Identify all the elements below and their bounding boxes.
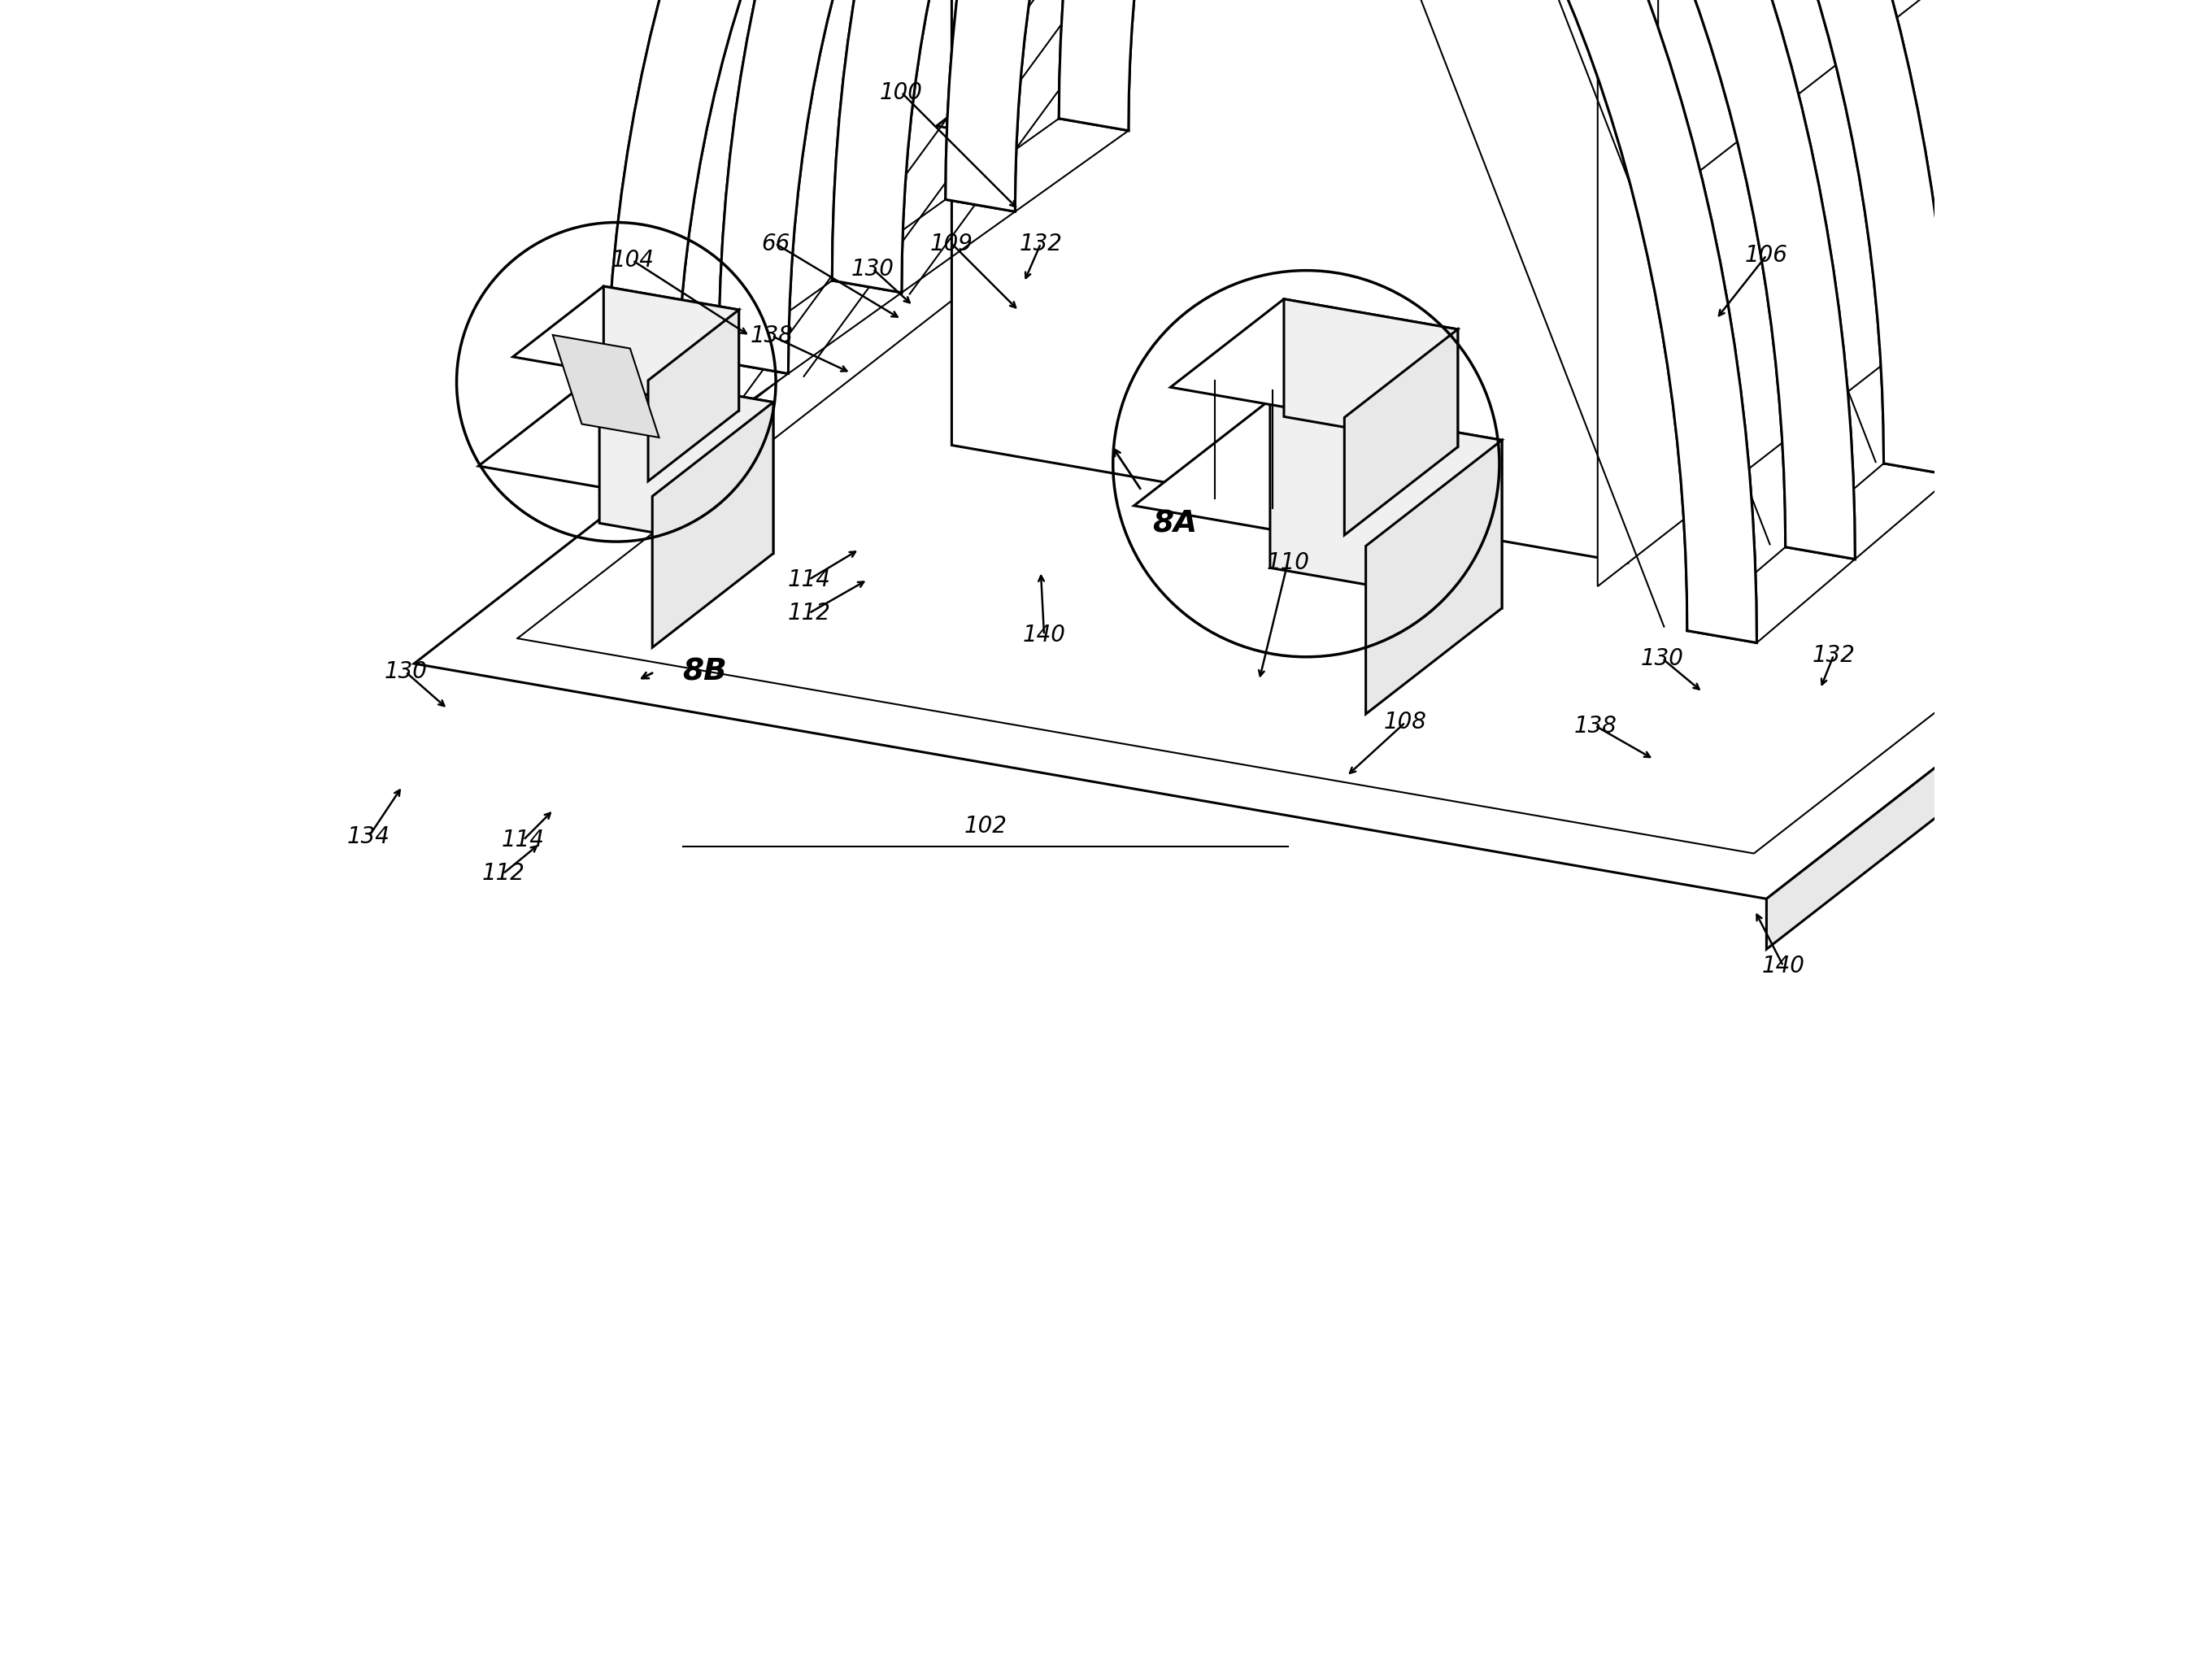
Polygon shape — [718, 0, 1854, 559]
Polygon shape — [1119, 0, 1311, 186]
Text: 114: 114 — [788, 568, 830, 591]
Polygon shape — [1767, 370, 2189, 949]
Polygon shape — [1171, 299, 1458, 417]
Polygon shape — [1366, 440, 1502, 714]
Polygon shape — [1688, 296, 2150, 643]
Text: 134: 134 — [348, 825, 390, 848]
Polygon shape — [1134, 400, 1502, 546]
Polygon shape — [554, 334, 659, 437]
Polygon shape — [606, 119, 1130, 455]
Polygon shape — [972, 0, 1276, 27]
Text: 138: 138 — [1574, 714, 1618, 738]
Text: 130: 130 — [852, 257, 895, 281]
Polygon shape — [937, 0, 1311, 160]
Polygon shape — [952, 0, 1629, 563]
Text: 108: 108 — [1383, 711, 1427, 734]
Polygon shape — [1961, 163, 2189, 341]
Polygon shape — [718, 0, 1854, 559]
Polygon shape — [1988, 54, 2189, 213]
Polygon shape — [946, 0, 2051, 391]
Polygon shape — [946, 0, 2051, 391]
Text: 112: 112 — [788, 601, 830, 625]
Text: 130: 130 — [1642, 647, 1683, 670]
Text: 66: 66 — [762, 232, 790, 255]
Text: 140: 140 — [1022, 623, 1066, 647]
Polygon shape — [600, 371, 773, 553]
Polygon shape — [2154, 54, 2189, 203]
Polygon shape — [606, 0, 1758, 643]
Polygon shape — [1130, 18, 1311, 328]
Polygon shape — [479, 371, 773, 496]
Polygon shape — [1125, 0, 1276, 144]
Polygon shape — [832, 0, 1953, 475]
Polygon shape — [2161, 84, 2189, 333]
Text: 106: 106 — [1745, 244, 1788, 267]
Polygon shape — [604, 286, 740, 410]
Text: 109: 109 — [930, 232, 974, 255]
Polygon shape — [1657, 0, 1961, 203]
Polygon shape — [832, 0, 1953, 475]
Text: 102: 102 — [963, 815, 1007, 838]
Text: 8B: 8B — [683, 657, 727, 687]
Text: 140: 140 — [1762, 954, 1804, 978]
Text: 110: 110 — [1265, 551, 1309, 575]
Polygon shape — [1121, 0, 1243, 12]
Text: 8A: 8A — [1154, 509, 1197, 539]
Polygon shape — [652, 402, 773, 647]
Text: 104: 104 — [611, 249, 655, 272]
Polygon shape — [648, 309, 740, 480]
Polygon shape — [606, 0, 1758, 643]
Polygon shape — [1123, 0, 1276, 27]
Polygon shape — [1598, 0, 2005, 586]
Text: 112: 112 — [482, 862, 525, 885]
Polygon shape — [1270, 400, 1502, 608]
Polygon shape — [414, 134, 2189, 899]
Text: 130: 130 — [385, 660, 427, 684]
Polygon shape — [2174, 200, 2189, 509]
Text: 100: 100 — [880, 81, 924, 104]
Text: 132: 132 — [1020, 232, 1062, 255]
Text: 114: 114 — [501, 828, 545, 852]
Polygon shape — [2143, 163, 2189, 368]
Polygon shape — [512, 286, 740, 380]
Polygon shape — [1059, 0, 2150, 307]
Text: 138: 138 — [751, 324, 792, 348]
Polygon shape — [1285, 299, 1458, 447]
Polygon shape — [1059, 0, 2150, 307]
Polygon shape — [1344, 329, 1458, 534]
Text: 132: 132 — [1812, 643, 1856, 667]
Polygon shape — [1094, 134, 2189, 420]
